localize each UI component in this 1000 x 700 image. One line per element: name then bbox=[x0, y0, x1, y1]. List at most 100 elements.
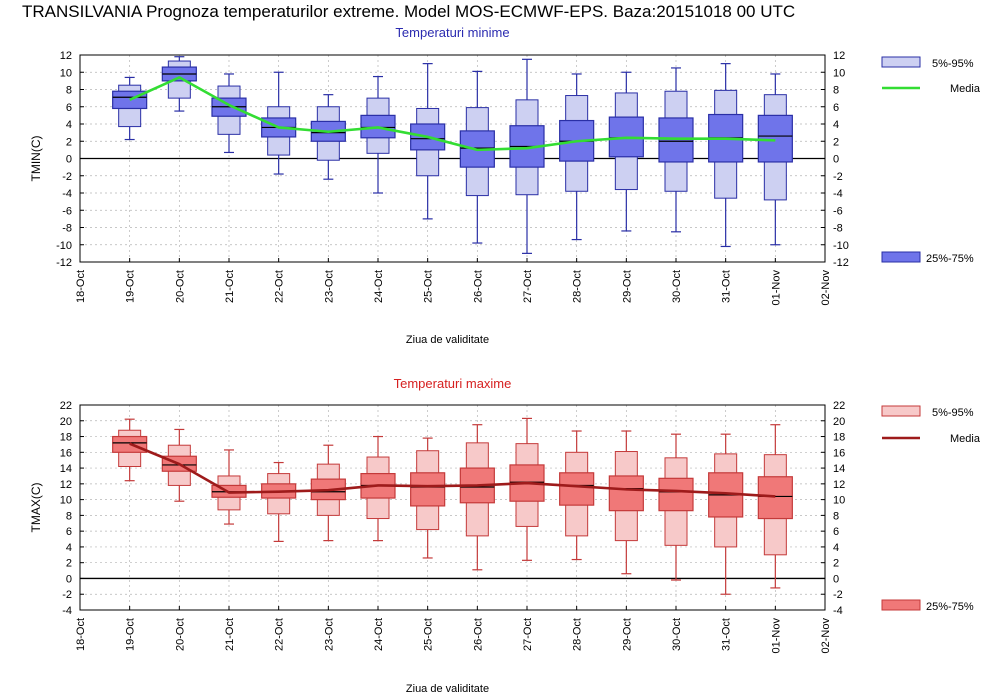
x-tick-label: 20-Oct bbox=[174, 270, 186, 303]
y-tick-label-left: 6 bbox=[66, 526, 72, 538]
y-tick-label-left: 2 bbox=[66, 558, 72, 570]
legend-label-media: Media bbox=[950, 433, 981, 445]
y-tick-label-right: 0 bbox=[833, 573, 839, 585]
y-axis-label: TMIN(C) bbox=[29, 136, 43, 182]
y-tick-label-left: 20 bbox=[60, 416, 72, 428]
x-tick-label: 22-Oct bbox=[274, 270, 286, 303]
box-25-75 bbox=[410, 123, 446, 151]
y-tick-label-left: 12 bbox=[60, 479, 72, 491]
x-tick-label: 21-Oct bbox=[224, 270, 236, 303]
x-axis-label: Ziua de validitate bbox=[406, 683, 489, 695]
y-tick-label-left: 0 bbox=[66, 154, 72, 166]
y-tick-label-right: 10 bbox=[833, 495, 845, 507]
x-tick-label: 19-Oct bbox=[125, 618, 137, 651]
y-tick-label-left: 4 bbox=[66, 542, 72, 554]
y-tick-label-left: 4 bbox=[66, 119, 72, 131]
y-tick-label-right: -2 bbox=[833, 589, 843, 601]
y-tick-label-right: 2 bbox=[833, 558, 839, 570]
y-tick-label-right: 10 bbox=[833, 67, 845, 79]
x-axis-label: Ziua de validitate bbox=[406, 334, 489, 346]
y-tick-label-left: 18 bbox=[60, 432, 72, 444]
panel-title: Temperaturi minime bbox=[395, 25, 509, 40]
x-tick-label: 31-Oct bbox=[721, 270, 733, 303]
legend-label-media: Media bbox=[950, 83, 981, 95]
y-tick-label-left: -4 bbox=[62, 188, 72, 200]
legend-swatch-5-95 bbox=[881, 405, 921, 417]
box-25-75 bbox=[757, 476, 793, 520]
y-tick-label-left: 22 bbox=[60, 400, 72, 412]
x-tick-label: 25-Oct bbox=[423, 270, 435, 303]
y-tick-label-left: -10 bbox=[56, 240, 72, 252]
y-tick-label-right: 8 bbox=[833, 510, 839, 522]
x-tick-label: 26-Oct bbox=[472, 270, 484, 303]
y-tick-label-right: 12 bbox=[833, 50, 845, 62]
y-tick-label-left: 8 bbox=[66, 510, 72, 522]
box-25-75 bbox=[410, 472, 446, 507]
x-tick-label: 01-Nov bbox=[770, 618, 782, 654]
x-tick-label: 02-Nov bbox=[820, 270, 832, 306]
panel-title: Temperaturi maxime bbox=[394, 376, 512, 391]
y-tick-label-right: 18 bbox=[833, 432, 845, 444]
x-tick-label: 23-Oct bbox=[323, 270, 335, 303]
main-title: TRANSILVANIA Prognoza temperaturilor ext… bbox=[22, 2, 796, 21]
y-tick-label-right: 22 bbox=[833, 400, 845, 412]
x-tick-label: 24-Oct bbox=[373, 270, 385, 303]
y-tick-label-right: 6 bbox=[833, 526, 839, 538]
box-25-75 bbox=[559, 472, 595, 506]
y-tick-label-left: -2 bbox=[62, 171, 72, 183]
y-tick-label-right: 4 bbox=[833, 542, 839, 554]
y-tick-label-left: -2 bbox=[62, 589, 72, 601]
y-tick-label-left: -4 bbox=[62, 605, 72, 617]
y-tick-label-right: -4 bbox=[833, 188, 843, 200]
box-25-75 bbox=[757, 114, 793, 163]
y-tick-label-right: 4 bbox=[833, 119, 839, 131]
legend-label-5-95: 5%-95% bbox=[932, 58, 974, 70]
x-tick-label: 24-Oct bbox=[373, 618, 385, 651]
x-tick-label: 27-Oct bbox=[522, 618, 534, 651]
y-tick-label-right: 0 bbox=[833, 154, 839, 166]
x-tick-label: 26-Oct bbox=[472, 618, 484, 651]
x-tick-label: 22-Oct bbox=[274, 618, 286, 651]
x-tick-label: 20-Oct bbox=[174, 618, 186, 651]
x-tick-label: 29-Oct bbox=[621, 270, 633, 303]
legend-swatch-25-75 bbox=[881, 599, 921, 611]
x-tick-label: 02-Nov bbox=[820, 618, 832, 654]
x-tick-label: 21-Oct bbox=[224, 618, 236, 651]
x-tick-label: 19-Oct bbox=[125, 270, 137, 303]
y-tick-label-right: -8 bbox=[833, 223, 843, 235]
y-tick-label-left: 10 bbox=[60, 67, 72, 79]
x-tick-label: 28-Oct bbox=[572, 618, 584, 651]
y-tick-label-right: 2 bbox=[833, 136, 839, 148]
y-tick-label-right: -12 bbox=[833, 257, 849, 269]
y-tick-label-right: -6 bbox=[833, 205, 843, 217]
y-tick-label-left: -6 bbox=[62, 205, 72, 217]
plot-frame bbox=[79, 404, 826, 611]
x-tick-label: 18-Oct bbox=[75, 618, 87, 651]
legend-swatch-25-75 bbox=[881, 251, 921, 263]
x-tick-label: 31-Oct bbox=[721, 618, 733, 651]
y-tick-label-right: 16 bbox=[833, 447, 845, 459]
y-tick-label-right: 20 bbox=[833, 416, 845, 428]
y-tick-label-right: 12 bbox=[833, 479, 845, 491]
x-tick-label: 25-Oct bbox=[423, 618, 435, 651]
plot-frame bbox=[79, 54, 826, 263]
y-tick-label-left: -12 bbox=[56, 257, 72, 269]
y-tick-label-left: 12 bbox=[60, 50, 72, 62]
y-axis-label: TMAX(C) bbox=[29, 483, 43, 533]
x-tick-label: 29-Oct bbox=[621, 618, 633, 651]
x-tick-label: 27-Oct bbox=[522, 270, 534, 303]
x-tick-label: 23-Oct bbox=[323, 618, 335, 651]
box-25-75 bbox=[658, 477, 694, 512]
legend-label-5-95: 5%-95% bbox=[932, 407, 974, 419]
box-25-75 bbox=[608, 475, 644, 512]
y-tick-label-right: -2 bbox=[833, 171, 843, 183]
y-tick-label-right: -10 bbox=[833, 240, 849, 252]
y-tick-label-left: 8 bbox=[66, 85, 72, 97]
y-tick-label-right: 6 bbox=[833, 102, 839, 114]
y-tick-label-left: 2 bbox=[66, 136, 72, 148]
x-tick-label: 30-Oct bbox=[671, 618, 683, 651]
legend-label-25-75: 25%-75% bbox=[926, 253, 974, 265]
legend-label-25-75: 25%-75% bbox=[926, 601, 974, 613]
y-tick-label-right: 8 bbox=[833, 85, 839, 97]
